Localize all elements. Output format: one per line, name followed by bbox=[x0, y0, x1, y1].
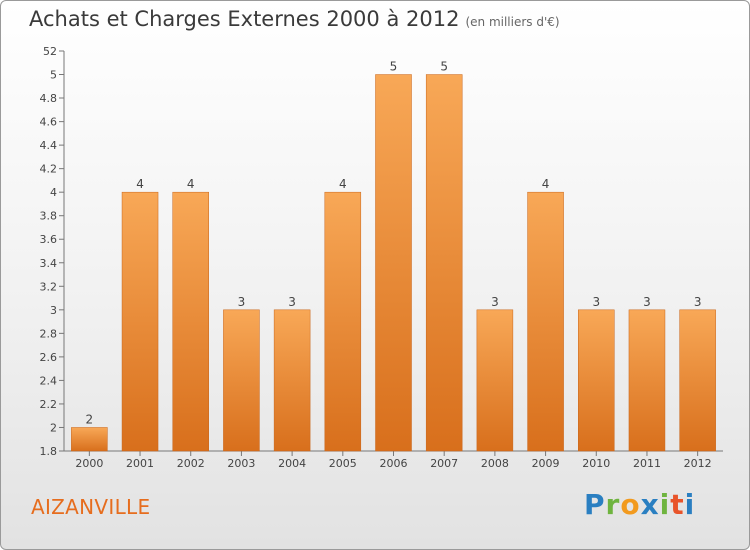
y-tick-label: 4 bbox=[50, 186, 57, 199]
chart-title-text: Achats et Charges Externes 2000 à 2012 bbox=[29, 7, 460, 31]
chart-bars bbox=[71, 74, 716, 452]
y-tick-label: 4.8 bbox=[40, 92, 58, 105]
bar-value-label: 3 bbox=[643, 295, 651, 309]
bar-value-label: 5 bbox=[390, 60, 398, 74]
bar bbox=[527, 191, 564, 452]
bar bbox=[476, 309, 514, 452]
x-tick-label: 2010 bbox=[582, 457, 610, 470]
logo-letter: o bbox=[620, 488, 641, 521]
bar-value-label: 3 bbox=[694, 295, 702, 309]
bar bbox=[578, 309, 615, 452]
bar bbox=[628, 309, 666, 452]
logo-letter: P bbox=[584, 488, 606, 521]
chart-axes: 1.8 2 2.2 2.4 2.6 2.8 3 3.2 3.4 3.6 3.8 4 4.2 4.4 4.6 4… bbox=[40, 45, 723, 470]
y-tick-label: 1.8 bbox=[40, 445, 58, 458]
y-tick-label: 3.8 bbox=[40, 210, 58, 223]
x-tick-label: 2011 bbox=[633, 457, 661, 470]
bar bbox=[223, 309, 260, 452]
x-tick-label: 2000 bbox=[75, 457, 103, 470]
x-tick-label: 2003 bbox=[227, 457, 255, 470]
bar bbox=[121, 191, 159, 452]
bar-value-label: 4 bbox=[136, 177, 144, 191]
chart-title: Achats et Charges Externes 2000 à 2012 (e… bbox=[29, 7, 560, 31]
y-tick-label: 2.2 bbox=[40, 398, 58, 411]
chart-value-labels: 2 4 4 3 3 4 5 5 3 4 3 3 3 bbox=[86, 60, 702, 427]
x-tick-label: 2005 bbox=[329, 457, 357, 470]
bar-value-label: 3 bbox=[238, 295, 246, 309]
bar bbox=[71, 427, 108, 452]
y-tick-label: 4.2 bbox=[40, 163, 58, 176]
x-tick-label: 2009 bbox=[532, 457, 560, 470]
bar-value-label: 4 bbox=[339, 177, 347, 191]
logo-letter: i bbox=[659, 488, 671, 521]
logo-letter: i bbox=[684, 488, 696, 521]
bar-value-label: 5 bbox=[440, 60, 448, 74]
bar-value-label: 4 bbox=[187, 177, 195, 191]
bar-value-label: 4 bbox=[542, 177, 550, 191]
x-tick-label: 2002 bbox=[177, 457, 205, 470]
logo-letter: x bbox=[640, 488, 660, 521]
y-tick-label: 2.8 bbox=[40, 327, 58, 340]
y-tick-label: 2 bbox=[50, 421, 57, 434]
x-tick-label: 2004 bbox=[278, 457, 306, 470]
bar bbox=[324, 191, 362, 452]
y-tick-label: 5 bbox=[50, 69, 57, 82]
town-name: AIZANVILLE bbox=[31, 495, 151, 519]
bar-value-label: 2 bbox=[86, 412, 94, 426]
bar bbox=[679, 309, 716, 452]
y-tick-label: 2.4 bbox=[40, 374, 58, 387]
x-tick-label: 2001 bbox=[126, 457, 154, 470]
y-tick-label: 3 bbox=[50, 304, 57, 317]
logo-letter: r bbox=[605, 488, 621, 521]
bar bbox=[425, 74, 463, 452]
bar-value-label: 3 bbox=[491, 295, 499, 309]
bar-value-label: 3 bbox=[592, 295, 600, 309]
y-tick-label: 2.6 bbox=[40, 351, 58, 364]
proxiti-logo: Proxiti bbox=[584, 488, 695, 521]
y-tick-label: 4.6 bbox=[40, 116, 58, 129]
bar bbox=[172, 191, 209, 452]
bar bbox=[273, 309, 311, 452]
x-tick-label: 2012 bbox=[684, 457, 712, 470]
y-tick-label: 3.6 bbox=[40, 233, 58, 246]
bar-value-label: 3 bbox=[288, 295, 296, 309]
x-tick-label: 2006 bbox=[380, 457, 408, 470]
y-tick-label: 4.4 bbox=[40, 139, 58, 152]
y-tick-label: 52 bbox=[43, 45, 57, 58]
bar bbox=[375, 74, 412, 452]
logo-letter: t bbox=[670, 488, 685, 521]
x-tick-label: 2007 bbox=[430, 457, 458, 470]
chart-subtitle: (en milliers d'€) bbox=[465, 15, 560, 29]
x-tick-label: 2008 bbox=[481, 457, 509, 470]
y-tick-label: 3.2 bbox=[40, 280, 58, 293]
y-tick-label: 3.4 bbox=[40, 257, 58, 270]
